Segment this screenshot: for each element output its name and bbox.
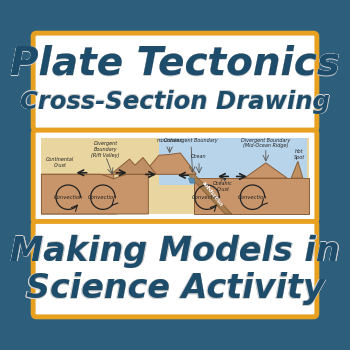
- Text: Science Activity: Science Activity: [25, 272, 324, 305]
- Text: Making Models in: Making Models in: [10, 236, 340, 268]
- Text: Cross-Section Drawing: Cross-Section Drawing: [20, 89, 330, 113]
- Polygon shape: [143, 153, 196, 174]
- Text: Cross-Section Drawing: Cross-Section Drawing: [20, 90, 329, 113]
- Text: Science Activity: Science Activity: [25, 272, 324, 305]
- Text: Plate Tectonics: Plate Tectonics: [10, 44, 341, 83]
- Text: Making Models in: Making Models in: [10, 235, 339, 268]
- Text: Plate Tectonics: Plate Tectonics: [9, 44, 339, 83]
- Text: Plate Tectonics: Plate Tectonics: [10, 45, 340, 83]
- Text: Cross-Section Drawing: Cross-Section Drawing: [20, 89, 330, 113]
- Text: Plate Tectonics: Plate Tectonics: [10, 44, 340, 83]
- Text: Making Models in: Making Models in: [10, 235, 340, 268]
- Text: Plate Tectonics: Plate Tectonics: [10, 44, 340, 82]
- Text: Convection: Convection: [88, 195, 118, 200]
- Text: Science Activity: Science Activity: [26, 272, 325, 305]
- Text: Cross-Section Drawing: Cross-Section Drawing: [20, 90, 330, 113]
- Text: Making Models in: Making Models in: [10, 234, 340, 267]
- Text: Science Activity: Science Activity: [25, 273, 324, 306]
- Text: Plate Tectonics: Plate Tectonics: [10, 44, 340, 82]
- Text: Continental
Crust: Continental Crust: [46, 158, 74, 168]
- Polygon shape: [194, 178, 309, 214]
- Polygon shape: [189, 178, 195, 183]
- Text: Science Activity: Science Activity: [26, 272, 324, 305]
- Text: Science Activity: Science Activity: [26, 272, 324, 305]
- Polygon shape: [41, 174, 117, 214]
- Text: Cross-Section Drawing: Cross-Section Drawing: [20, 90, 330, 114]
- Text: Convection: Convection: [53, 195, 83, 200]
- Text: Making Models in: Making Models in: [10, 235, 340, 268]
- Bar: [41, 138, 309, 214]
- Text: Cross-Section Drawing: Cross-Section Drawing: [20, 90, 330, 114]
- Text: Cross-Section Drawing: Cross-Section Drawing: [20, 90, 330, 114]
- FancyBboxPatch shape: [33, 130, 317, 222]
- Text: Divergent
Boundary
(Rift Valley): Divergent Boundary (Rift Valley): [91, 141, 120, 158]
- Text: Convection: Convection: [192, 195, 222, 200]
- Text: Plate Tectonics: Plate Tectonics: [10, 45, 340, 83]
- Text: Making Models in: Making Models in: [10, 234, 340, 267]
- Text: Science Activity: Science Activity: [26, 272, 325, 305]
- Polygon shape: [111, 158, 156, 174]
- Text: Plate Tectonics: Plate Tectonics: [10, 44, 340, 82]
- Polygon shape: [291, 161, 303, 178]
- Bar: [159, 138, 307, 185]
- Polygon shape: [41, 174, 148, 214]
- Polygon shape: [188, 174, 232, 214]
- Text: mountains: mountains: [157, 138, 183, 143]
- Text: Plate Tectonics: Plate Tectonics: [10, 45, 340, 83]
- FancyBboxPatch shape: [33, 33, 317, 130]
- Text: Ocean: Ocean: [191, 154, 207, 159]
- Text: Cross-Section Drawing: Cross-Section Drawing: [21, 90, 330, 113]
- Text: Oceanic
Crust: Oceanic Crust: [213, 181, 233, 192]
- Text: Science Activity: Science Activity: [26, 273, 325, 306]
- Text: Hot
Spot: Hot Spot: [294, 149, 305, 160]
- Polygon shape: [244, 163, 287, 178]
- Text: Making Models in: Making Models in: [11, 235, 340, 268]
- Text: Cross-Section Drawing: Cross-Section Drawing: [20, 89, 330, 113]
- FancyBboxPatch shape: [33, 222, 317, 317]
- Text: Convection: Convection: [238, 195, 267, 200]
- Text: Making Models in: Making Models in: [10, 235, 340, 268]
- Text: subduction: subduction: [202, 181, 224, 208]
- Text: Divergent Boundary
(Mid-Ocean Ridge): Divergent Boundary (Mid-Ocean Ridge): [241, 138, 290, 148]
- Text: Science Activity: Science Activity: [26, 273, 324, 306]
- Text: Making Models in: Making Models in: [10, 234, 340, 267]
- Text: Convergent Boundary: Convergent Boundary: [164, 138, 218, 143]
